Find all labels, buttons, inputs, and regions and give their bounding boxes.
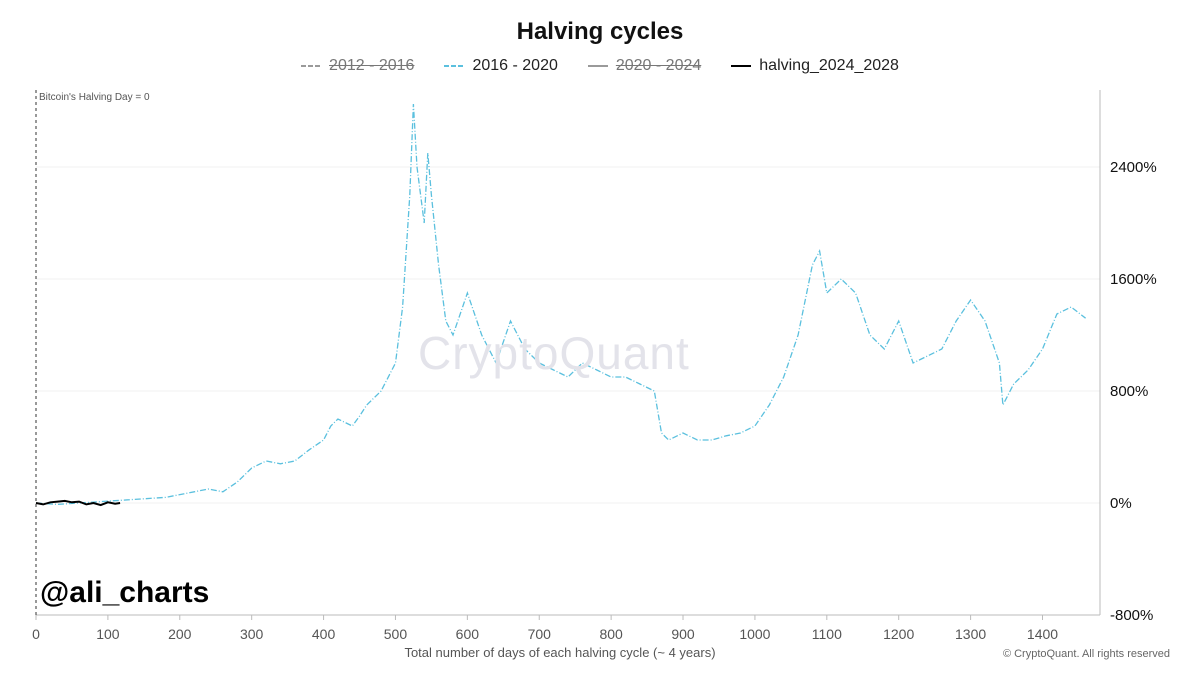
legend-swatch [731, 65, 752, 67]
legend-item-2[interactable]: 2020 - 2024 [587, 57, 702, 75]
legend-label: 2020 - 2024 [615, 57, 702, 74]
x-axis-label: Total number of days of each halving cyc… [404, 645, 716, 660]
legend-item-0[interactable]: 2012 - 2016 [301, 57, 414, 75]
y-tick-label: -800% [1110, 607, 1153, 624]
copyright-notice: © CryptoQuant. All rights reserved [1002, 648, 1170, 660]
x-tick-label: 1200 [883, 626, 914, 642]
x-tick-label: 500 [384, 626, 408, 642]
x-tick-label: 600 [456, 626, 480, 642]
y-tick-label: 800% [1110, 383, 1148, 400]
x-tick-label: 1000 [739, 626, 770, 642]
chart-title: Halving cycles [516, 18, 684, 45]
x-tick-label: 1100 [812, 626, 842, 642]
x-tick-label: 800 [599, 626, 623, 642]
x-tick-label: 400 [312, 626, 336, 642]
halving-day-label: Bitcoin's Halving Day = 0 [39, 92, 150, 103]
x-tick-label: 0 [32, 626, 40, 642]
series-line-1 [35, 103, 1086, 506]
watermark: CryptoQuant [418, 327, 690, 379]
x-tick-label: 1300 [955, 626, 986, 642]
legend-item-3[interactable]: halving_2024_2028 [731, 57, 899, 75]
legend-swatch [587, 65, 608, 67]
x-tick-label: 900 [671, 626, 695, 642]
series-line-3 [35, 499, 121, 507]
x-tick-label: 200 [168, 626, 192, 642]
x-tick-label: 700 [528, 626, 552, 642]
y-tick-label: 0% [1110, 495, 1132, 512]
legend: 2012 - 2016 2016 - 2020 2020 - 2024 halving… [0, 57, 1200, 75]
x-tick-label: 1400 [1027, 626, 1058, 642]
legend-swatch [301, 65, 322, 67]
author-handle: @ali_charts [40, 576, 210, 609]
y-tick-label: 2400% [1110, 159, 1157, 176]
y-tick-label: 1600% [1110, 271, 1157, 288]
legend-swatch [444, 65, 465, 67]
legend-label: halving_2024_2028 [759, 57, 899, 74]
legend-item-1[interactable]: 2016 - 2020 [444, 57, 558, 75]
x-tick-label: 100 [96, 626, 120, 642]
x-tick-label: 300 [240, 626, 264, 642]
legend-label: 2016 - 2020 [472, 57, 558, 74]
legend-label: 2012 - 2016 [329, 57, 415, 74]
